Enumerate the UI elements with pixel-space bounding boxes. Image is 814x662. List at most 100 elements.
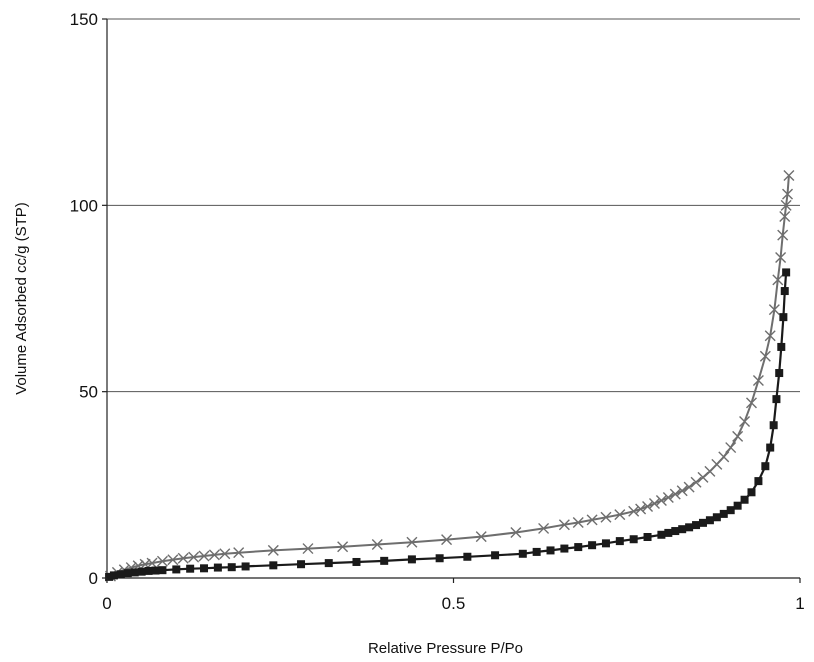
data-point-x xyxy=(779,211,791,223)
data-point-x xyxy=(669,488,681,500)
data-point-square xyxy=(435,554,444,563)
data-point-x xyxy=(642,500,654,512)
data-point-x xyxy=(614,509,626,521)
data-point-x xyxy=(718,451,730,463)
data-point-square xyxy=(297,560,306,569)
data-point-x xyxy=(558,519,570,531)
data-point-square xyxy=(664,528,673,537)
data-point-x xyxy=(510,527,522,539)
x-tick-label: 1 xyxy=(795,594,804,613)
data-point-square xyxy=(629,535,638,544)
data-point-x xyxy=(475,531,487,543)
data-point-x xyxy=(648,497,660,509)
data-point-x xyxy=(538,522,550,534)
data-point-square xyxy=(685,523,694,532)
series-line-square xyxy=(108,272,788,578)
data-point-x xyxy=(662,492,674,503)
series-square xyxy=(105,268,791,581)
data-point-square xyxy=(123,569,132,578)
data-point-square xyxy=(560,544,569,553)
data-point-square xyxy=(463,552,472,561)
data-point-x xyxy=(208,549,220,561)
data-point-x xyxy=(655,494,667,506)
data-point-x xyxy=(572,516,584,528)
data-point-square xyxy=(574,543,583,552)
data-point-square xyxy=(769,421,778,430)
y-tick-label: 50 xyxy=(79,383,98,402)
data-point-square xyxy=(740,495,749,504)
data-point-x xyxy=(759,350,771,362)
data-point-x xyxy=(772,274,784,286)
data-point-x xyxy=(683,481,695,493)
data-point-square xyxy=(779,313,788,322)
data-point-square xyxy=(712,513,721,522)
data-point-x xyxy=(752,374,764,386)
data-point-square xyxy=(546,546,555,555)
data-point-square xyxy=(775,369,784,378)
data-point-square xyxy=(109,571,118,580)
data-point-x xyxy=(782,188,794,200)
series-x xyxy=(104,170,795,582)
data-point-x xyxy=(777,229,789,241)
series-line-x xyxy=(110,175,790,577)
data-point-square xyxy=(772,395,781,404)
data-point-square xyxy=(227,563,236,572)
data-point-x xyxy=(586,514,598,526)
data-point-x xyxy=(690,476,702,488)
data-point-x xyxy=(302,543,314,555)
data-point-square xyxy=(200,564,209,573)
data-point-square xyxy=(151,566,160,575)
data-point-square xyxy=(671,527,680,536)
data-point-square xyxy=(186,564,195,573)
data-point-square xyxy=(719,509,728,518)
y-tick-label: 100 xyxy=(70,196,98,215)
data-point-x xyxy=(628,505,640,517)
data-point-x xyxy=(600,511,612,523)
data-point-square xyxy=(380,556,389,565)
data-point-square xyxy=(692,521,701,530)
data-point-x xyxy=(635,503,647,515)
data-point-square xyxy=(105,572,114,581)
data-point-x xyxy=(441,534,453,546)
data-point-square xyxy=(269,561,278,570)
data-point-square xyxy=(172,565,181,574)
data-point-x xyxy=(371,538,383,550)
data-point-x xyxy=(775,252,787,264)
data-point-square xyxy=(678,525,687,534)
data-point-x xyxy=(146,557,158,569)
data-point-square xyxy=(601,539,610,548)
data-point-square xyxy=(324,559,333,568)
data-point-square xyxy=(137,567,146,576)
data-point-square xyxy=(130,568,139,577)
data-point-x xyxy=(267,544,279,556)
y-tick-label: 150 xyxy=(70,10,98,29)
data-point-square xyxy=(705,516,714,525)
data-point-x xyxy=(233,547,245,559)
data-point-x xyxy=(764,330,776,342)
y-tick-label: 0 xyxy=(89,569,98,588)
data-point-square xyxy=(588,541,597,550)
data-series xyxy=(104,170,795,582)
data-point-square xyxy=(213,563,222,572)
data-point-x xyxy=(156,555,168,567)
data-point-x xyxy=(768,304,780,316)
data-point-square xyxy=(407,555,416,564)
grid-lines xyxy=(107,18,800,393)
data-point-square xyxy=(747,488,756,497)
data-point-square xyxy=(766,443,775,452)
x-axis-title: Relative Pressure P/Po xyxy=(368,640,523,657)
data-point-x xyxy=(732,430,744,442)
data-point-square xyxy=(754,477,763,486)
data-point-x xyxy=(783,170,795,182)
data-point-square xyxy=(491,551,500,560)
data-point-square xyxy=(782,268,791,277)
data-point-x xyxy=(739,415,751,427)
data-point-square xyxy=(698,518,707,527)
data-point-x xyxy=(780,199,792,211)
data-point-x xyxy=(406,536,418,548)
data-point-x xyxy=(337,541,349,553)
data-point-x xyxy=(725,442,737,454)
data-point-square xyxy=(777,342,786,351)
data-point-square xyxy=(532,547,541,556)
